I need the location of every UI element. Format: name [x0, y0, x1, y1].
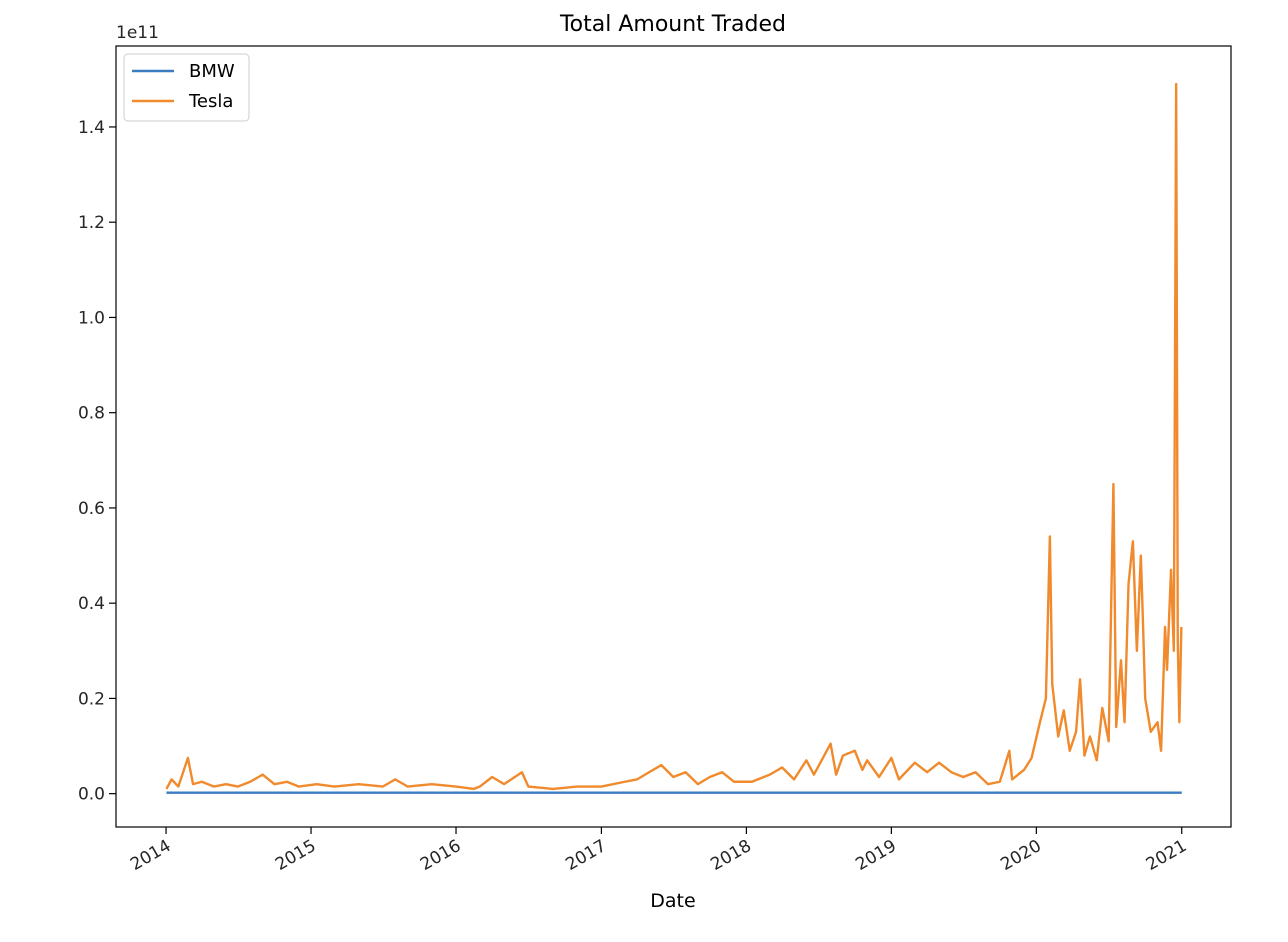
y-tick-label: 0.2: [78, 689, 105, 709]
legend-label-tesla: Tesla: [188, 91, 233, 112]
y-tick-label: 0.0: [78, 785, 105, 805]
series-lines: [165, 82, 1183, 794]
y-tick-label: 1.2: [78, 213, 105, 233]
x-tick-label: 2015: [272, 836, 319, 875]
series-line-tesla: [165, 82, 1183, 791]
x-tick-label: 2018: [707, 836, 754, 875]
chart-title: Total Amount Traded: [559, 12, 786, 37]
y-tick-label: 1.0: [78, 308, 105, 328]
x-tick-label: 2014: [127, 836, 174, 875]
x-tick-label: 2021: [1143, 836, 1190, 875]
y-tick-label: 0.8: [78, 404, 105, 424]
y-tick-label: 0.6: [78, 499, 105, 519]
legend-items: BMW Tesla: [132, 61, 235, 112]
x-tick-label: 2016: [417, 836, 464, 875]
y-axis-ticks: 0.0 0.2 0.4 0.6 0.8 1.0 1.2 1.4: [78, 118, 116, 805]
legend: BMW Tesla: [123, 53, 250, 122]
plot-frame: [115, 45, 1232, 828]
x-tick-label: 2019: [852, 836, 899, 875]
x-tick-label: 2020: [997, 836, 1044, 875]
y-tick-label: 0.4: [78, 594, 105, 614]
x-tick-label: 2017: [562, 836, 609, 875]
x-axis-label: Date: [650, 890, 695, 912]
y-tick-label: 1.4: [78, 118, 105, 138]
x-axis-ticks: 2014 2015 2016 2017 2018 2019 2020 2021: [127, 827, 1190, 875]
legend-label-bmw: BMW: [189, 61, 235, 82]
y-offset-label: 1e11: [116, 23, 159, 43]
plot-area: [115, 45, 1232, 828]
